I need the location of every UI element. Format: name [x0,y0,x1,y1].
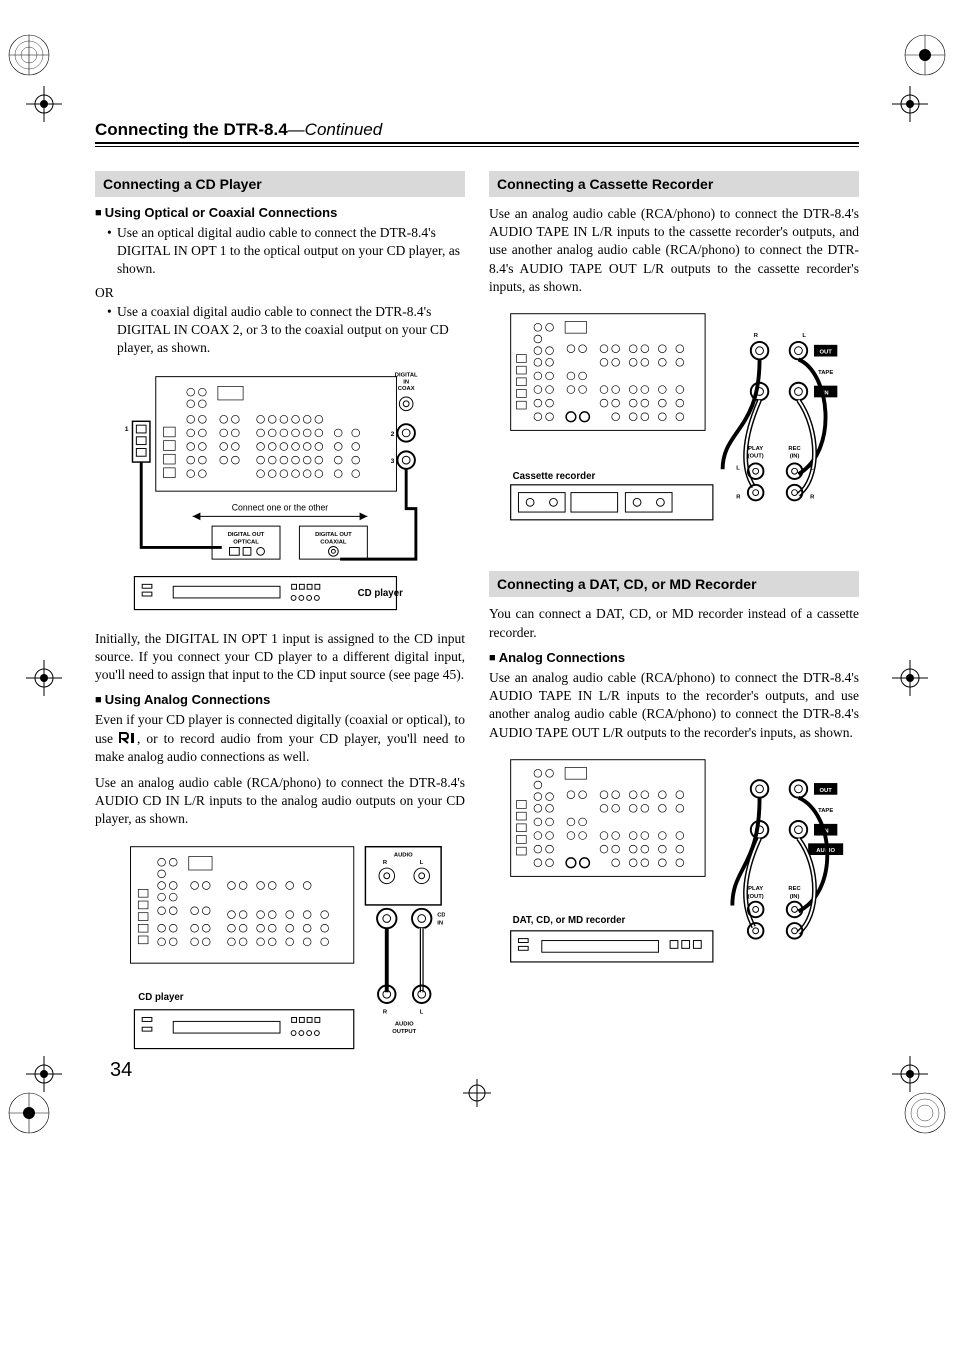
svg-text:Connect one or the other: Connect one or the other [232,503,329,513]
svg-text:(OUT): (OUT) [748,894,764,900]
subhead-analog: Using Analog Connections [95,692,465,707]
analog-p1b: , or to record audio from your CD player… [95,731,465,764]
title-continued: —Continued [288,120,383,139]
svg-text:DIGITAL OUT: DIGITAL OUT [315,532,352,538]
analog-para2: Use an analog audio cable (RCA/phono) to… [95,774,465,829]
svg-text:R: R [810,495,815,501]
svg-text:L: L [736,465,740,471]
ri-icon [119,730,137,748]
svg-text:PLAY: PLAY [748,446,763,452]
analog-para1: Even if your CD player is connected digi… [95,711,465,766]
bullet-coax: Use a coaxial digital audio cable to con… [107,303,465,358]
diagram-cd-digital: 1 DIGITAL IN COAX 2 3 [95,365,465,617]
svg-text:DIGITAL: DIGITAL [395,373,418,379]
svg-text:R: R [754,333,759,339]
title-rule [95,142,859,147]
svg-text:L: L [420,1009,424,1015]
dat-para2: Use an analog audio cable (RCA/phono) to… [489,669,859,742]
page-number: 34 [110,1059,132,1082]
svg-text:IN: IN [437,920,443,926]
para-after-diagram1: Initially, the DIGITAL IN OPT 1 input is… [95,630,465,685]
page-title: Connecting the DTR-8.4—Continued [95,120,859,140]
svg-text:DIGITAL OUT: DIGITAL OUT [228,532,265,538]
diagram-cassette: RL OUT TAPE IN RL [489,304,859,537]
svg-text:AUDIO: AUDIO [394,852,413,858]
d1-num1: 1 [125,426,129,433]
svg-text:R: R [383,1009,388,1015]
svg-text:OUT: OUT [820,350,833,356]
section-cd-player: Connecting a CD Player [95,171,465,197]
svg-text:R: R [736,495,741,501]
svg-text:CD player: CD player [138,992,183,1003]
subhead-dat-analog: Analog Connections [489,650,859,665]
svg-text:REC: REC [788,886,801,892]
svg-text:TAPE: TAPE [818,370,833,376]
left-column: Connecting a CD Player Using Optical or … [95,171,465,1072]
svg-text:DAT, CD, or MD recorder: DAT, CD, or MD recorder [513,915,626,926]
svg-text:(IN): (IN) [790,454,800,460]
svg-text:Cassette recorder: Cassette recorder [513,471,596,482]
section-dat: Connecting a DAT, CD, or MD Recorder [489,571,859,597]
bullet-optical: Use an optical digital audio cable to co… [107,224,465,279]
svg-text:L: L [420,860,424,866]
svg-text:PLAY: PLAY [748,886,763,892]
dat-para1: You can connect a DAT, CD, or MD recorde… [489,605,859,641]
svg-text:AUDIO: AUDIO [395,1021,414,1027]
svg-text:3: 3 [391,458,395,465]
subhead-optical-coax: Using Optical or Coaxial Connections [95,205,465,220]
svg-text:CD: CD [437,912,445,918]
svg-text:IN: IN [403,380,409,386]
diagram-dat: OUT TAPE IN AUDIO PLAY (OUT) [489,750,859,974]
svg-text:2: 2 [391,431,395,438]
svg-text:(IN): (IN) [790,894,800,900]
svg-text:TAPE: TAPE [818,808,833,814]
svg-text:OUTPUT: OUTPUT [392,1029,416,1035]
cassette-para: Use an analog audio cable (RCA/phono) to… [489,205,859,296]
svg-text:REC: REC [788,446,801,452]
svg-text:COAXIAL: COAXIAL [320,540,347,546]
svg-text:L: L [802,333,806,339]
diagram-cd-analog: AUDIO R L CD IN R [95,837,465,1060]
right-column: Connecting a Cassette Recorder Use an an… [489,171,859,1072]
svg-text:(OUT): (OUT) [748,454,764,460]
svg-text:L: L [810,465,814,471]
title-prefix: Connecting the DTR-8.4 [95,120,288,139]
svg-text:COAX: COAX [398,387,415,393]
svg-text:CD player: CD player [358,588,403,599]
svg-text:OPTICAL: OPTICAL [233,540,259,546]
section-cassette: Connecting a Cassette Recorder [489,171,859,197]
or-text: OR [95,285,465,301]
svg-text:OUT: OUT [820,788,833,794]
svg-text:R: R [383,860,388,866]
